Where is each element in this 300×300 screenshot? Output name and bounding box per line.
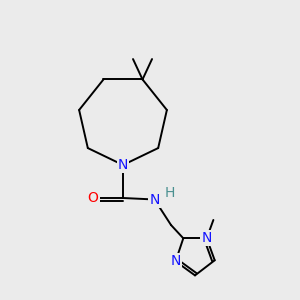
Text: N: N: [149, 193, 160, 206]
Text: O: O: [88, 191, 98, 205]
Text: N: N: [170, 254, 181, 268]
Text: N: N: [118, 158, 128, 172]
Text: H: H: [165, 186, 175, 200]
Text: N: N: [202, 231, 212, 245]
